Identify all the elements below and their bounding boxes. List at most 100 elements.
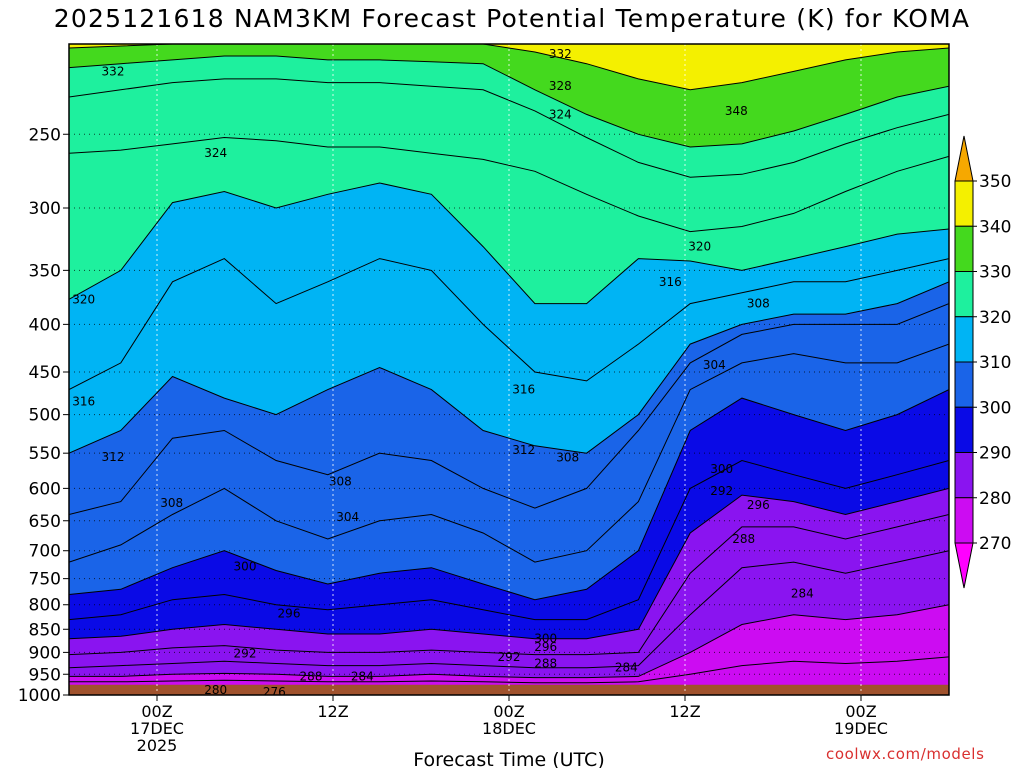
isentrope-label: 332 bbox=[102, 64, 125, 78]
isentrope-label: 324 bbox=[204, 146, 227, 160]
grid-layer bbox=[69, 44, 949, 695]
isentrope-label: 284 bbox=[615, 660, 638, 674]
isentrope-label: 288 bbox=[732, 532, 755, 546]
y-tick-label: 250 bbox=[29, 125, 61, 145]
contour-fill-band bbox=[69, 281, 949, 515]
y-tick-label: 800 bbox=[29, 596, 61, 616]
x-tick-label: 19DEC bbox=[834, 719, 888, 738]
y-tick-label: 300 bbox=[29, 199, 61, 219]
isentrope-label: 332 bbox=[549, 47, 572, 61]
chart-title: 2025121618 NAM3KM Forecast Potential Tem… bbox=[53, 4, 971, 33]
y-tick-label: 650 bbox=[29, 512, 61, 532]
isentrope-label: 324 bbox=[549, 107, 572, 121]
isentrope-line bbox=[69, 604, 949, 679]
isentrope-label: 328 bbox=[549, 79, 572, 93]
isentrope-label: 300 bbox=[710, 462, 733, 476]
contour-fill-band bbox=[69, 56, 949, 178]
contour-fill-band bbox=[69, 44, 949, 90]
isentrope-line bbox=[69, 258, 949, 391]
y-tick-label: 850 bbox=[29, 620, 61, 640]
colorbar-label: 270 bbox=[979, 534, 1011, 554]
x-axis-label: Forecast Time (UTC) bbox=[413, 749, 604, 768]
y-tick-label: 350 bbox=[29, 261, 61, 281]
colorbar-segment bbox=[954, 406, 974, 453]
x-tick-label: 00Z bbox=[141, 702, 172, 721]
isentrope-label: 292 bbox=[234, 646, 257, 660]
isentrope-label: 292 bbox=[498, 650, 521, 664]
isentrope-line bbox=[69, 78, 949, 178]
contour-fill-band bbox=[69, 488, 949, 655]
isentrope-label: 288 bbox=[300, 669, 323, 683]
isentrope-layer bbox=[69, 44, 949, 684]
x-tick-label: 2025 bbox=[137, 736, 178, 755]
x-tick-label: 00Z bbox=[845, 702, 876, 721]
isentrope-label: 296 bbox=[534, 640, 557, 654]
x-tick-label: 00Z bbox=[493, 702, 524, 721]
y-tick-label: 900 bbox=[29, 643, 61, 663]
colorbar-segment bbox=[954, 361, 974, 408]
contour-fill-band bbox=[69, 344, 949, 600]
contour-fill-band bbox=[69, 10, 949, 44]
isentrope-label: 292 bbox=[710, 484, 733, 498]
isentrope-label: 276 bbox=[263, 685, 286, 699]
isentrope-label: 308 bbox=[160, 496, 183, 510]
isentrope-label: 308 bbox=[556, 451, 579, 465]
isentrope-label: 280 bbox=[204, 683, 227, 697]
colorbar-segment bbox=[954, 225, 974, 272]
isentrope-label: 320 bbox=[72, 292, 95, 306]
isentrope-label: 312 bbox=[102, 450, 125, 464]
x-tick-label: 12Z bbox=[669, 702, 700, 721]
isentrope-line bbox=[687, 44, 697, 45]
contour-fill-band bbox=[69, 604, 949, 683]
contour-fill-band bbox=[69, 44, 949, 147]
y-axis: 250 300 350 400 450 500 550 600 650 700 750 800 850 9… bbox=[18, 125, 69, 706]
colorbar-segment bbox=[954, 316, 974, 363]
isentrope-label: 308 bbox=[747, 297, 770, 311]
contour-fill-band bbox=[69, 514, 949, 668]
isentrope-line bbox=[69, 487, 949, 640]
x-tick-label: 12Z bbox=[317, 702, 348, 721]
colorbar-segment bbox=[954, 542, 974, 589]
isentrope-label-layer: 332 332 328 324 348 324 320 320 316 308 304 316 316 3… bbox=[72, 47, 814, 699]
isentrope-line bbox=[69, 656, 949, 684]
isentrope-label: 296 bbox=[278, 607, 301, 621]
x-tick-label: 18DEC bbox=[482, 719, 536, 738]
contour-fill-band bbox=[69, 303, 949, 563]
isentrope-label: 308 bbox=[329, 475, 352, 489]
contour-fill-band bbox=[69, 183, 949, 390]
contour-fill-band bbox=[69, 550, 949, 678]
isentrope-line bbox=[69, 389, 949, 601]
colorbar-label: 320 bbox=[979, 308, 1011, 328]
isentrope-label: 312 bbox=[512, 443, 535, 457]
isentrope-line bbox=[69, 44, 949, 91]
isentrope-label: 316 bbox=[72, 395, 95, 409]
colorbar-label: 300 bbox=[979, 398, 1011, 418]
colorbar: 350 340 330 320 310 300 290 280 270 bbox=[954, 135, 1011, 589]
isentrope-line bbox=[69, 281, 949, 454]
isentrope-line bbox=[69, 514, 949, 656]
colorbar-label: 350 bbox=[979, 172, 1011, 192]
isentrope-label: 304 bbox=[336, 510, 359, 524]
y-tick-label: 950 bbox=[29, 665, 61, 685]
isentrope-line bbox=[69, 303, 949, 515]
isentrope-line bbox=[69, 182, 949, 305]
colorbar-segment bbox=[954, 180, 974, 227]
isentrope-label: 316 bbox=[512, 383, 535, 397]
y-tick-label: 600 bbox=[29, 479, 61, 499]
isentrope-label: 304 bbox=[703, 358, 726, 372]
y-tick-label: 750 bbox=[29, 570, 61, 590]
isentrope-label: 316 bbox=[659, 275, 682, 289]
isentrope-label: 300 bbox=[234, 560, 257, 574]
isentrope-label: 288 bbox=[534, 657, 557, 671]
isentrope-label: 296 bbox=[747, 498, 770, 512]
isentrope-label: 300 bbox=[534, 632, 557, 646]
isentrope-label: 284 bbox=[791, 587, 814, 601]
y-tick-label: 500 bbox=[29, 406, 61, 426]
colorbar-label: 330 bbox=[979, 263, 1011, 283]
colorbar-segment bbox=[954, 497, 974, 544]
isentrope-label: 348 bbox=[725, 104, 748, 118]
isentrope-line bbox=[69, 550, 949, 669]
isentrope-label: 284 bbox=[351, 669, 374, 683]
